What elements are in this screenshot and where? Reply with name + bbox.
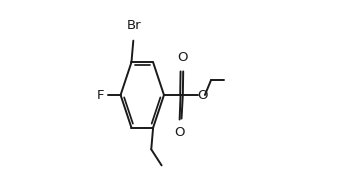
Text: O: O [174,126,185,139]
Text: O: O [177,51,188,64]
Text: F: F [97,89,104,101]
Text: Br: Br [126,19,141,32]
Text: O: O [197,89,207,101]
